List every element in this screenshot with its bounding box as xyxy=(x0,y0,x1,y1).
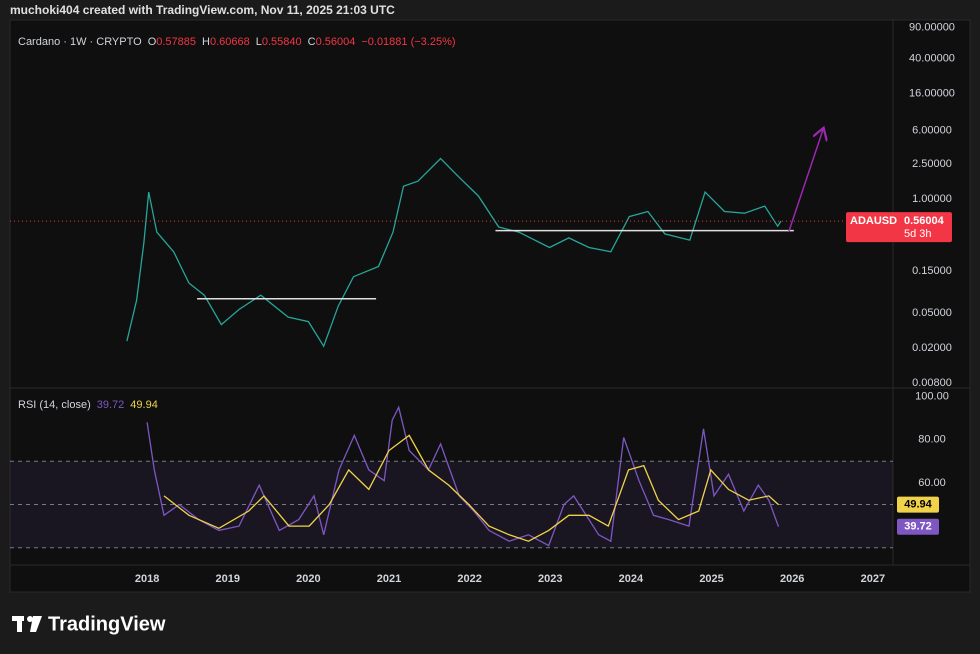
legend: Cardano · 1W · CRYPTO O0.57885 H0.60668 L0.… xyxy=(18,36,456,48)
y-tick-label: 6.00000 xyxy=(912,125,952,137)
y-tick-label: 1.00000 xyxy=(912,193,952,205)
x-tick-label: 2026 xyxy=(780,573,804,585)
chart-area xyxy=(9,19,971,593)
legend-label: O xyxy=(148,36,157,48)
last-value-label: 49.94 xyxy=(904,499,932,511)
drawing-line xyxy=(788,128,824,232)
series-line xyxy=(163,434,779,542)
header: muchoki404 created with TradingView.com,… xyxy=(10,3,395,17)
x-tick-label: 2025 xyxy=(699,573,723,585)
legend-value: 0.56004 xyxy=(316,36,356,48)
price-label-box xyxy=(846,212,952,243)
x-tick-label: 2024 xyxy=(619,573,644,585)
y-tick-label: 80.00 xyxy=(918,434,946,446)
y-tick-label: 90.00000 xyxy=(909,22,955,34)
legend-value: 0.55840 xyxy=(262,36,302,48)
y-tick-label: 40.00000 xyxy=(909,52,955,64)
brand: TradingView xyxy=(48,613,166,635)
legend-value: 0.57885 xyxy=(156,36,196,48)
last-value-box xyxy=(897,496,939,513)
legend-label: L xyxy=(256,36,262,48)
y-tick-label: 0.02000 xyxy=(912,342,952,354)
y-tick-label: 60.00 xyxy=(918,477,946,489)
y-tick-label: 0.00800 xyxy=(912,377,952,389)
legend-value: 0.60668 xyxy=(210,36,250,48)
rsi-legend-value: 39.72 xyxy=(97,399,125,411)
legend-label: C xyxy=(308,36,316,48)
y-tick-label: 2.50000 xyxy=(912,158,952,170)
legend-change: −0.01881 (−3.25%) xyxy=(361,36,455,48)
brand-logo xyxy=(12,616,42,632)
y-tick-label: 100.00 xyxy=(915,390,949,402)
rsi-legend: RSI (14, close) 39.72 49.94 xyxy=(18,399,158,411)
legend-symbol: Cardano · 1W · CRYPTO xyxy=(18,36,142,48)
x-tick-label: 2022 xyxy=(457,573,481,585)
countdown-label: 5d 3h xyxy=(904,228,932,240)
x-tick-label: 2023 xyxy=(538,573,562,585)
x-tick-label: 2019 xyxy=(215,573,239,585)
last-value-label: 39.72 xyxy=(904,521,932,533)
series-line xyxy=(146,405,780,547)
series-line xyxy=(126,157,782,348)
y-tick-label: 16.00000 xyxy=(909,87,955,99)
last-price-label: 0.56004 xyxy=(904,215,945,227)
x-tick-label: 2018 xyxy=(135,573,159,585)
x-tick-label: 2021 xyxy=(377,573,401,585)
y-tick-label: 0.15000 xyxy=(912,265,952,277)
ma-legend-value: 49.94 xyxy=(130,399,158,411)
symbol-label: ADAUSD xyxy=(850,215,897,227)
rsi-title: RSI (14, close) xyxy=(18,399,91,411)
x-tick-label: 2020 xyxy=(296,573,320,585)
x-tick-label: 2027 xyxy=(861,573,885,585)
y-tick-label: 0.05000 xyxy=(912,307,952,319)
last-value-box xyxy=(897,518,939,535)
legend-label: H xyxy=(202,36,210,48)
